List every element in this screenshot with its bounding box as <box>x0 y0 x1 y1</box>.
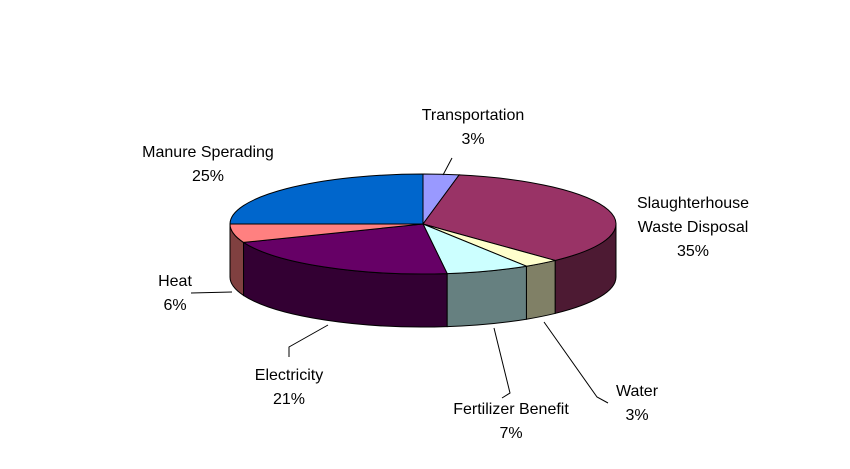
label-electricity: Electricity <box>255 367 323 384</box>
pie-side-fertilizer-benefit <box>446 265 527 328</box>
value-electricity: 21% <box>273 391 305 408</box>
pie-sides <box>229 223 617 328</box>
leader-lines <box>190 157 609 404</box>
leader-line-electricity <box>288 324 329 357</box>
label-heat: Heat <box>158 273 192 290</box>
value-fertilizer: 7% <box>499 425 522 442</box>
label-transportation: Transportation <box>422 107 525 124</box>
value-transportation: 3% <box>461 131 484 148</box>
label-slaughterhouse-line2: Waste Disposal <box>638 219 749 236</box>
pie-slice-slaughterhouse-waste-disposal <box>422 174 617 261</box>
leader-line-heat <box>190 291 233 294</box>
leader-line-transportation <box>442 157 453 176</box>
label-manure: Manure Sperading <box>142 144 274 161</box>
leader-line-water <box>543 321 609 404</box>
label-fertilizer: Fertilizer Benefit <box>453 401 569 418</box>
pie-side-water <box>525 259 556 320</box>
value-heat: 6% <box>163 297 186 314</box>
label-slaughterhouse-line1: Slaughterhouse <box>637 195 749 212</box>
pie-slice-manure-sperading <box>229 173 424 225</box>
leader-line-fertilizer-benefit <box>493 327 511 399</box>
value-water: 3% <box>625 407 648 424</box>
label-water: Water <box>616 383 659 400</box>
value-manure: 25% <box>192 168 224 185</box>
pie-tops <box>229 173 617 275</box>
pie-slice-electricity <box>242 223 448 275</box>
value-slaughterhouse: 35% <box>677 243 709 260</box>
